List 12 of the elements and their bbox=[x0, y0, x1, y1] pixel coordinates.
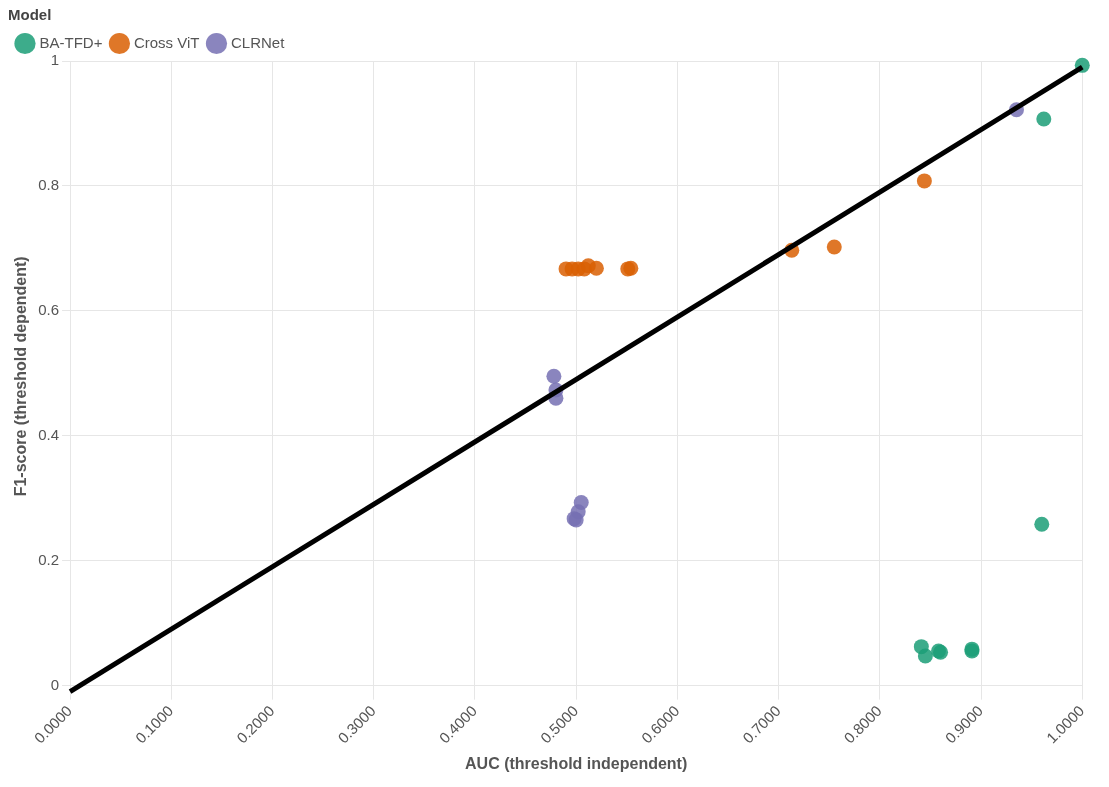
y-tick-label: 0.8 bbox=[38, 176, 60, 194]
legend-label: CLRNet bbox=[230, 33, 286, 51]
y-tick-label: 0.6 bbox=[38, 300, 60, 318]
legend-label: Cross ViT bbox=[133, 33, 200, 51]
y-axis-title: F1-score (threshold dependent) bbox=[12, 256, 30, 497]
y-tick-label: 1 bbox=[50, 51, 60, 69]
legend-label: BA-TFD+ bbox=[39, 33, 103, 51]
y-tick-label: 0.2 bbox=[38, 550, 60, 568]
y-tick-label: 0 bbox=[50, 675, 60, 693]
y-tick-label: 0.4 bbox=[38, 425, 60, 443]
x-axis-title: AUC (threshold independent) bbox=[465, 754, 688, 772]
legend-title: Model bbox=[8, 5, 52, 23]
